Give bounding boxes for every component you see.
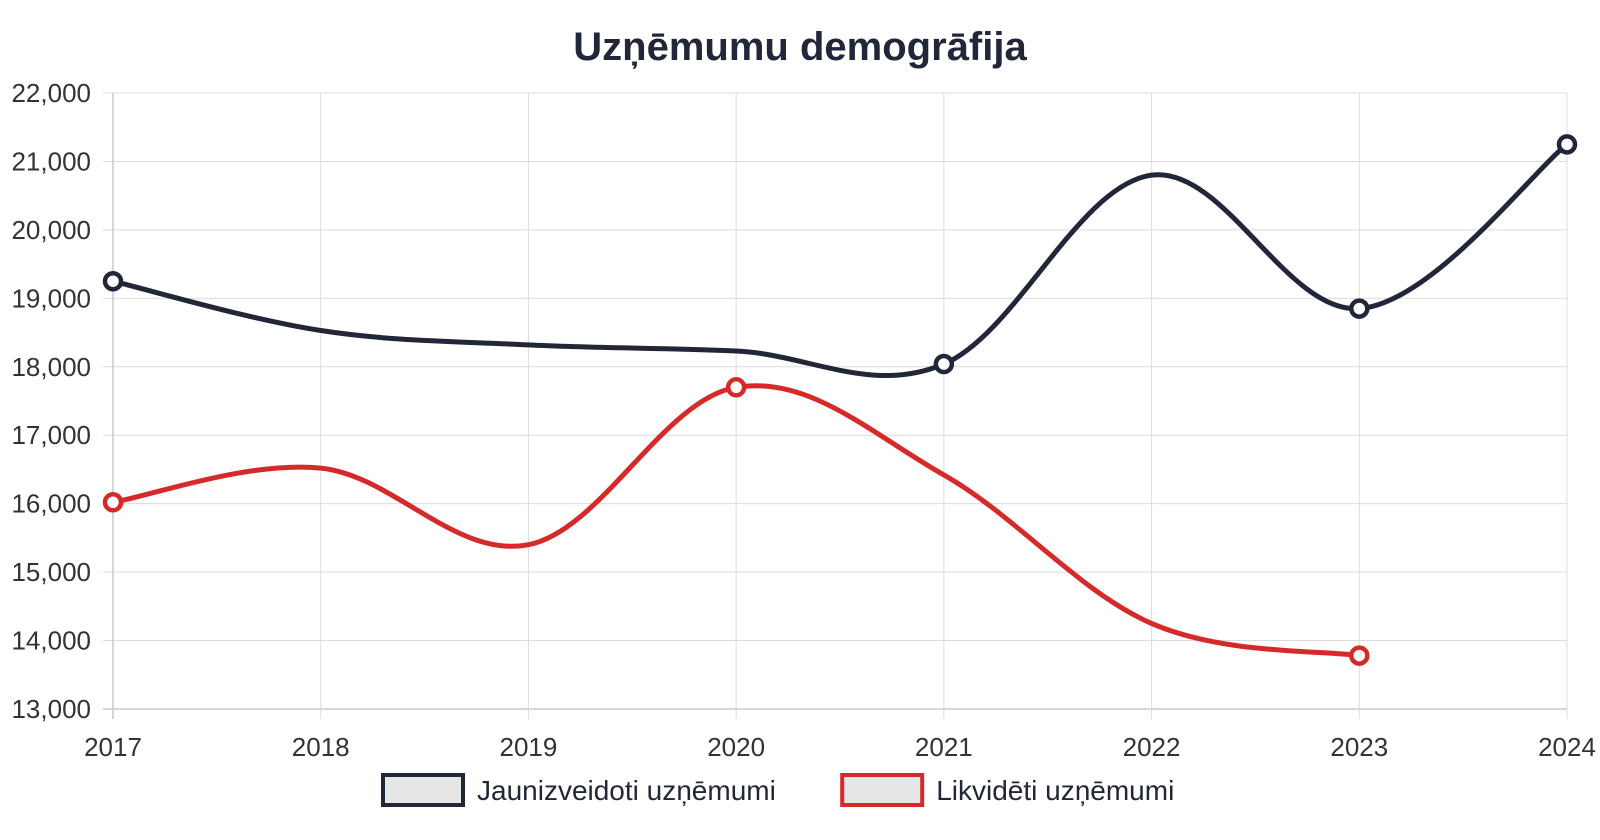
- data-point[interactable]: [933, 353, 955, 375]
- x-tick-label: 2017: [84, 732, 142, 762]
- x-tick-label: 2024: [1538, 732, 1596, 762]
- y-tick-label: 18,000: [11, 352, 91, 382]
- series-lines: [102, 134, 1578, 666]
- y-tick-label: 20,000: [11, 215, 91, 245]
- x-tick-label: 2020: [707, 732, 765, 762]
- y-tick-label: 14,000: [11, 626, 91, 656]
- data-point[interactable]: [1349, 298, 1370, 319]
- x-tick-label: 2018: [292, 732, 350, 762]
- data-point[interactable]: [102, 492, 124, 513]
- chart-title: Uzņēmumu demogrāfija: [573, 25, 1027, 69]
- y-tick-label: 17,000: [11, 420, 91, 450]
- data-point[interactable]: [725, 377, 747, 398]
- legend-item-2[interactable]: Likvidēti uzņēmumi: [840, 773, 1174, 807]
- series-line-1: [110, 141, 1570, 378]
- legend-label: Likvidēti uzņēmumi: [936, 775, 1174, 806]
- x-tick-label: 2022: [1123, 732, 1181, 762]
- x-axis-ticks: 2017 2018 2019 2020 2021 2022 2023 2024: [84, 732, 1596, 762]
- y-tick-label: 22,000: [11, 78, 91, 108]
- data-point[interactable]: [1556, 134, 1578, 155]
- x-tick-label: 2021: [915, 732, 973, 762]
- y-tick-label: 16,000: [11, 489, 91, 519]
- y-tick-label: 13,000: [11, 694, 91, 724]
- legend-swatch: [840, 773, 925, 807]
- y-tick-label: 21,000: [11, 146, 91, 176]
- x-tick-label: 2019: [500, 732, 558, 762]
- legend-label: Jaunizveidoti uzņēmumi: [477, 775, 776, 806]
- legend-item-1[interactable]: Jaunizveidoti uzņēmumi: [381, 773, 776, 807]
- x-tick-label: 2023: [1330, 732, 1388, 762]
- legend-swatch: [381, 773, 465, 807]
- data-point[interactable]: [1349, 645, 1370, 666]
- legend[interactable]: Jaunizveidoti uzņēmumi Likvidēti uzņēmumi: [381, 773, 1174, 807]
- y-axis-ticks: 13,000 14,000 15,000 16,000 17,000 18,000 19,0…: [11, 78, 91, 724]
- data-point[interactable]: [102, 270, 124, 292]
- y-tick-label: 19,000: [11, 283, 91, 313]
- y-tick-label: 15,000: [11, 557, 91, 587]
